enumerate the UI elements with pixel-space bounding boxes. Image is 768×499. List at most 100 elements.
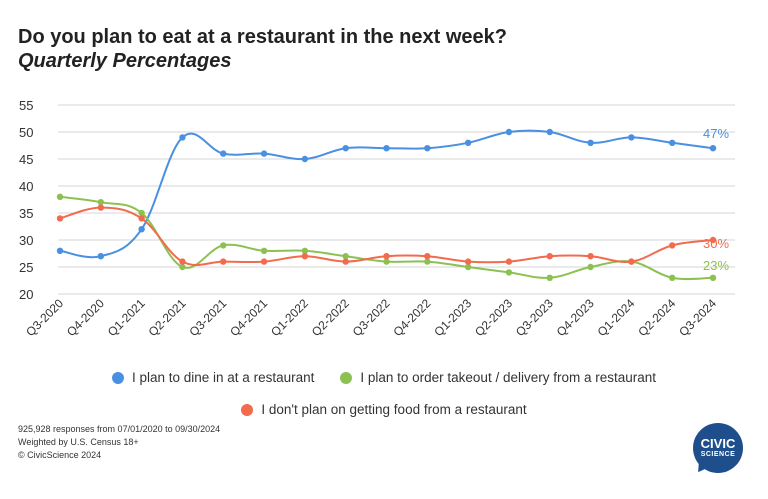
x-tick-label: Q1-2021 — [105, 296, 148, 339]
data-point — [709, 145, 717, 152]
x-tick-label: Q1-2022 — [268, 296, 311, 339]
data-point — [505, 258, 513, 265]
data-point — [546, 274, 553, 281]
data-point — [56, 215, 64, 222]
civicscience-logo: CIVIC SCIENCE — [693, 423, 743, 476]
data-point — [220, 150, 227, 157]
data-point — [383, 253, 390, 260]
y-tick-label: 20 — [19, 287, 33, 302]
series-line — [59, 129, 714, 259]
data-point — [260, 247, 268, 254]
data-point — [668, 274, 676, 281]
end-value-label: 23% — [703, 258, 729, 273]
data-point — [383, 258, 390, 265]
end-value-label: 47% — [703, 126, 729, 141]
y-tick-label: 40 — [19, 179, 33, 194]
legend-label-takeout: I plan to order takeout / delivery from … — [360, 370, 657, 385]
x-tick-label: Q2-2022 — [309, 296, 352, 339]
logo-speech-tail — [693, 460, 709, 476]
legend-label-no-food: I don't plan on getting food from a rest… — [261, 402, 527, 417]
data-point — [260, 150, 268, 157]
y-tick-label: 25 — [19, 260, 33, 275]
x-tick-label: Q3-2022 — [350, 296, 393, 339]
x-tick-label: Q2-2023 — [472, 296, 515, 339]
data-point — [587, 139, 594, 146]
data-point — [301, 247, 309, 254]
data-point — [464, 263, 472, 271]
data-point — [56, 247, 64, 254]
line-chart: 2025303540455055Q3-2020Q4-2020Q1-2021Q2-… — [19, 98, 735, 339]
end-value-label: 30% — [703, 236, 729, 251]
legend-item-no-food: I don't plan on getting food from a rest… — [241, 402, 527, 417]
x-tick-label: Q3-2024 — [676, 296, 719, 339]
x-tick-label: Q4-2023 — [554, 296, 597, 339]
logo-text-science: SCIENCE — [700, 451, 736, 458]
x-tick-label: Q2-2024 — [635, 296, 678, 339]
legend-dot-no-food — [241, 403, 254, 416]
data-point — [587, 263, 594, 271]
data-point — [424, 145, 431, 152]
legend-dot-dine-in — [111, 371, 124, 384]
data-point — [628, 134, 635, 141]
data-point — [546, 253, 553, 260]
x-tick-label: Q4-2020 — [64, 296, 107, 339]
legend-label-dine-in: I plan to dine in at a restaurant — [131, 370, 315, 385]
data-point — [301, 253, 309, 260]
x-tick-label: Q1-2023 — [431, 296, 474, 339]
data-point — [505, 269, 513, 276]
x-tick-label: Q4-2021 — [227, 296, 270, 339]
y-tick-label: 30 — [19, 233, 33, 248]
data-point — [546, 128, 553, 136]
data-point — [56, 193, 64, 200]
y-tick-label: 55 — [19, 98, 33, 113]
legend-row-2: I don't plan on getting food from a rest… — [0, 402, 768, 417]
footnote-responses: 925,928 responses from 07/01/2020 to 09/… — [18, 424, 221, 434]
y-tick-label: 50 — [19, 125, 33, 140]
logo-text-civic: CIVIC — [700, 436, 736, 451]
legend-row-1: I plan to dine in at a restaurant I plan… — [0, 370, 768, 385]
data-point — [220, 242, 227, 249]
data-point — [505, 128, 513, 136]
data-point — [342, 145, 349, 152]
data-point — [260, 258, 268, 265]
footnote-copyright: © CivicScience 2024 — [18, 450, 102, 460]
data-point — [464, 139, 472, 146]
data-point — [97, 199, 105, 206]
y-tick-label: 45 — [19, 152, 33, 167]
data-point — [179, 134, 186, 141]
data-point — [668, 139, 676, 146]
x-tick-label: Q1-2024 — [595, 296, 638, 339]
y-tick-label: 35 — [19, 206, 33, 221]
chart-title: Do you plan to eat at a restaurant in th… — [18, 26, 507, 48]
data-point — [424, 258, 431, 265]
data-point — [342, 253, 349, 260]
data-point — [179, 258, 186, 265]
data-point — [138, 209, 145, 217]
x-tick-label: Q3-2020 — [23, 296, 66, 339]
data-point — [709, 274, 717, 281]
footnote-weighting: Weighted by U.S. Census 18+ — [18, 437, 139, 447]
data-point — [138, 215, 145, 222]
data-point — [464, 258, 472, 265]
x-tick-label: Q3-2023 — [513, 296, 556, 339]
data-point — [383, 145, 390, 152]
data-point — [138, 226, 145, 233]
legend-dot-takeout — [340, 371, 353, 384]
data-point — [587, 253, 594, 260]
data-point — [301, 155, 309, 163]
x-tick-label: Q3-2021 — [186, 296, 229, 339]
legend-item-dine-in: I plan to dine in at a restaurant — [111, 370, 315, 385]
x-tick-label: Q2-2021 — [146, 296, 189, 339]
data-point — [97, 204, 105, 211]
data-point — [342, 258, 349, 265]
data-point — [668, 242, 676, 249]
chart-subtitle: Quarterly Percentages — [18, 50, 232, 72]
data-point — [424, 253, 431, 260]
data-point — [709, 236, 717, 244]
data-point — [628, 258, 635, 265]
data-point — [97, 253, 105, 260]
data-point — [179, 263, 186, 271]
x-tick-label: Q4-2022 — [391, 296, 434, 339]
legend-item-takeout: I plan to order takeout / delivery from … — [340, 370, 656, 385]
data-point — [220, 258, 227, 265]
